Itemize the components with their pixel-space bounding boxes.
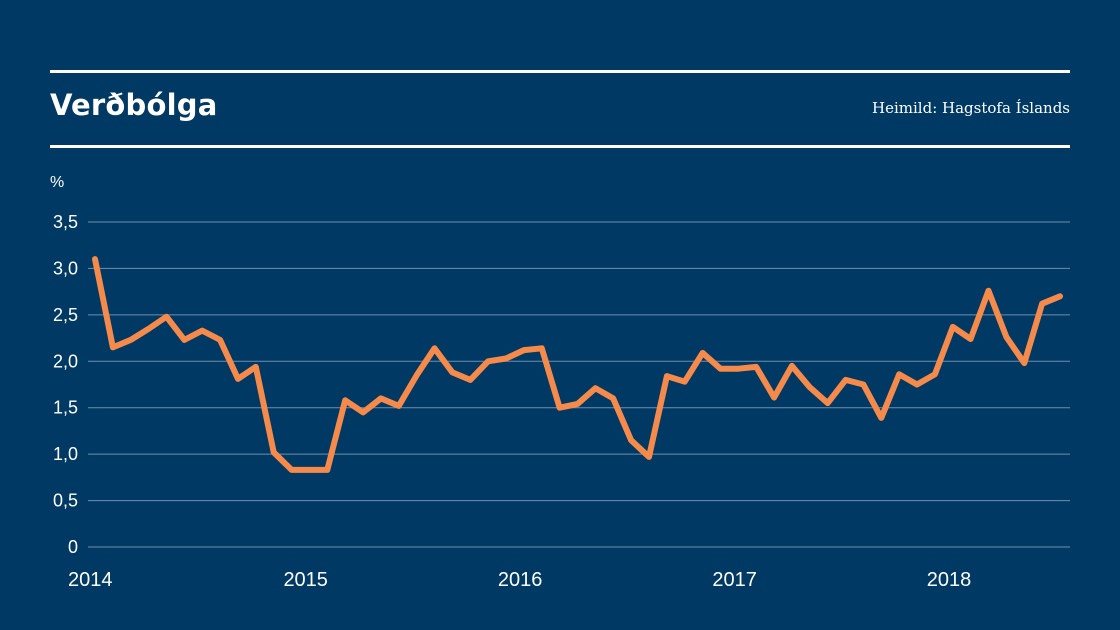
- gridlines: [88, 221, 1070, 548]
- y-tick-label: 0: [68, 537, 78, 557]
- y-tick-label: 1,5: [53, 398, 78, 418]
- y-tick-label: 0,5: [53, 491, 78, 511]
- y-axis-ticks: 0 0,5 1,0 1,5 2,0 2,5 3,0 3,5: [53, 212, 78, 557]
- y-axis-unit-label: %: [50, 174, 64, 191]
- y-tick-label: 2,5: [53, 305, 78, 325]
- series-line: [92, 256, 1063, 473]
- x-tick-label: 2014: [68, 569, 113, 591]
- x-tick-label: 2016: [498, 569, 543, 591]
- header-top-rule: [50, 70, 1070, 73]
- chart-title: Verðbólga: [50, 88, 218, 122]
- y-tick-label: 3,5: [53, 212, 78, 232]
- x-tick-label: 2018: [927, 569, 972, 591]
- x-axis-ticks: 2014 2015 2016 2017 2018: [68, 569, 971, 591]
- y-tick-label: 3,0: [53, 258, 78, 278]
- header-bottom-rule: [50, 145, 1070, 148]
- x-tick-label: 2017: [712, 569, 757, 591]
- y-tick-label: 2,0: [53, 351, 78, 371]
- series-layer: [92, 256, 1063, 473]
- source-note: Heimild: Hagstofa Íslands: [872, 99, 1070, 117]
- y-tick-label: 1,0: [53, 444, 78, 464]
- x-tick-label: 2015: [283, 569, 328, 591]
